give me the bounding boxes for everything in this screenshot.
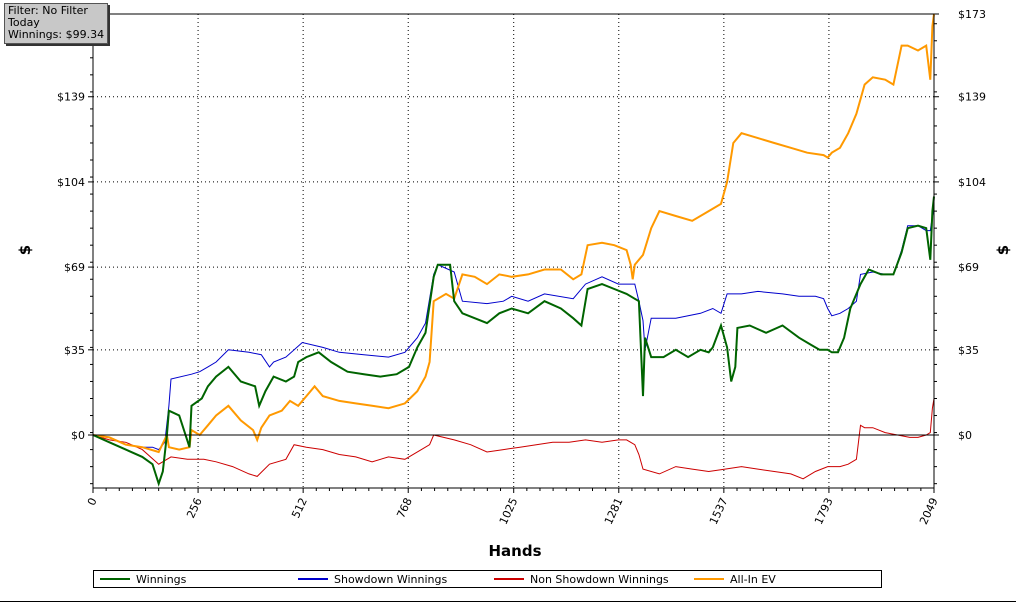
series-lines xyxy=(92,13,935,487)
legend-item-all-in-ev: All-In EV xyxy=(694,572,776,586)
y-tick-label-left: $104 xyxy=(57,176,85,189)
y-tick-label-right: $35 xyxy=(958,344,979,357)
x-tick-label: 1793 xyxy=(812,496,836,527)
y-tick-label-left: $0 xyxy=(71,429,85,442)
x-tick-label: 1537 xyxy=(707,496,731,527)
legend-item-winnings: Winnings xyxy=(100,572,186,586)
y-axis-title-right: $ xyxy=(994,245,1012,255)
legend-swatch-all-in-ev xyxy=(694,578,724,580)
series-line-showdown-winnings xyxy=(92,208,935,451)
x-tick-label: 1281 xyxy=(602,496,626,527)
legend-swatch-non-showdown xyxy=(494,578,524,580)
x-tick-label: 1025 xyxy=(497,496,521,527)
legend-label-non-showdown: Non Showdown Winnings xyxy=(530,572,669,586)
series-line-winnings xyxy=(92,196,935,487)
legend-label-showdown: Showdown Winnings xyxy=(334,572,448,586)
plot-frame xyxy=(92,13,935,489)
x-tick-label: 768 xyxy=(394,496,415,521)
axis-ticks xyxy=(88,13,939,493)
y-tick-label-right: $0 xyxy=(958,429,972,442)
chart-legend: Winnings Showdown Winnings Non Showdown … xyxy=(93,570,882,588)
series-line-all-in-ev xyxy=(92,13,935,454)
y-tick-label-right: $104 xyxy=(958,176,986,189)
winnings-label: Winnings: $99.34 xyxy=(8,28,105,41)
legend-item-non-showdown: Non Showdown Winnings xyxy=(494,572,669,586)
x-axis-title: Hands xyxy=(488,542,541,560)
filter-label: Filter: No Filter xyxy=(8,4,88,17)
legend-swatch-showdown xyxy=(298,578,328,580)
y-axis-title-left: $ xyxy=(16,245,34,255)
legend-item-showdown: Showdown Winnings xyxy=(298,572,447,586)
x-tick-label: 0 xyxy=(85,496,100,508)
y-tick-label-right: $173 xyxy=(958,8,986,21)
filter-info-box: Filter: No Filter Today Winnings: $99.34 xyxy=(4,3,108,44)
y-tick-label-right: $139 xyxy=(958,91,986,104)
legend-label-winnings: Winnings xyxy=(136,572,187,586)
x-tick-label: 512 xyxy=(289,496,310,521)
series-line-non-showdown-winnings xyxy=(92,398,935,480)
period-label: Today xyxy=(8,16,40,29)
y-tick-label-left: $139 xyxy=(57,91,85,104)
y-tick-label-right: $69 xyxy=(958,261,979,274)
y-tick-label-left: $69 xyxy=(64,261,85,274)
bottom-rule xyxy=(0,601,1016,602)
chart-grid xyxy=(93,14,934,488)
legend-label-all-in-ev: All-In EV xyxy=(730,572,776,586)
x-tick-label: 256 xyxy=(184,496,205,521)
x-tick-label: 2049 xyxy=(917,496,941,527)
legend-swatch-winnings xyxy=(100,578,130,580)
y-tick-label-left: $35 xyxy=(64,344,85,357)
